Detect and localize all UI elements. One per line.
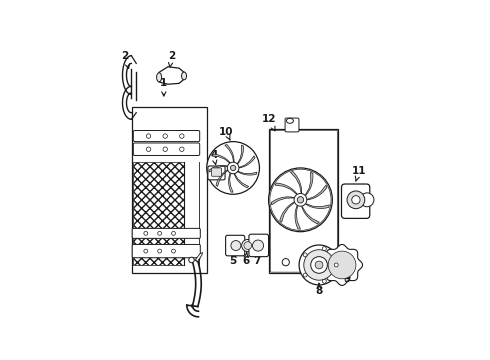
FancyBboxPatch shape [212, 168, 221, 176]
Circle shape [244, 242, 252, 249]
Polygon shape [291, 171, 302, 193]
Polygon shape [307, 185, 327, 200]
Circle shape [328, 251, 356, 279]
Polygon shape [321, 244, 363, 285]
Text: 8: 8 [316, 283, 322, 296]
Circle shape [163, 147, 168, 152]
FancyBboxPatch shape [132, 244, 200, 258]
Circle shape [294, 193, 307, 206]
Polygon shape [237, 145, 244, 164]
Ellipse shape [287, 118, 294, 123]
Text: 2: 2 [122, 51, 129, 68]
Circle shape [269, 168, 332, 232]
Circle shape [158, 249, 162, 253]
Circle shape [144, 231, 147, 235]
Polygon shape [228, 173, 233, 192]
Circle shape [230, 165, 236, 171]
Circle shape [282, 258, 290, 266]
FancyBboxPatch shape [225, 235, 245, 256]
FancyBboxPatch shape [285, 118, 299, 132]
Text: 3: 3 [194, 249, 201, 263]
Circle shape [315, 261, 323, 269]
Polygon shape [271, 197, 294, 205]
Circle shape [180, 134, 184, 138]
Polygon shape [239, 156, 255, 168]
Circle shape [304, 250, 334, 280]
FancyBboxPatch shape [342, 184, 370, 219]
Circle shape [147, 134, 151, 138]
Polygon shape [295, 206, 300, 229]
Text: 7: 7 [253, 253, 261, 266]
Circle shape [322, 247, 326, 251]
Ellipse shape [157, 73, 162, 82]
Circle shape [360, 193, 374, 207]
Circle shape [252, 240, 264, 251]
Ellipse shape [182, 72, 187, 80]
FancyBboxPatch shape [208, 166, 225, 180]
Circle shape [180, 147, 184, 152]
Circle shape [299, 245, 339, 285]
FancyBboxPatch shape [133, 143, 200, 156]
Text: 1: 1 [160, 78, 168, 96]
Circle shape [347, 191, 365, 209]
Circle shape [311, 257, 327, 273]
Bar [133, 162, 184, 265]
Circle shape [163, 134, 168, 138]
Circle shape [147, 147, 151, 152]
FancyBboxPatch shape [249, 234, 269, 257]
Circle shape [322, 279, 326, 283]
Polygon shape [305, 172, 313, 195]
Text: 10: 10 [219, 127, 233, 140]
Polygon shape [238, 171, 257, 175]
Text: 6: 6 [242, 253, 249, 266]
Polygon shape [216, 170, 228, 186]
Polygon shape [234, 174, 249, 188]
Polygon shape [196, 252, 203, 262]
Circle shape [303, 273, 307, 277]
Circle shape [334, 263, 338, 267]
Text: 12: 12 [262, 114, 276, 131]
Circle shape [303, 253, 307, 257]
Circle shape [189, 257, 195, 263]
Polygon shape [275, 183, 297, 194]
Polygon shape [209, 166, 228, 172]
Circle shape [352, 195, 360, 204]
Circle shape [227, 162, 239, 174]
Text: 9: 9 [343, 274, 350, 284]
Circle shape [144, 249, 147, 253]
Circle shape [242, 239, 254, 252]
Bar [132, 107, 207, 273]
Circle shape [207, 141, 259, 194]
Circle shape [297, 197, 304, 203]
Circle shape [158, 231, 162, 235]
Polygon shape [212, 154, 230, 163]
Text: 2: 2 [168, 51, 175, 67]
Text: 5: 5 [229, 253, 237, 266]
Text: 4: 4 [210, 150, 218, 165]
Polygon shape [302, 207, 319, 224]
Circle shape [231, 240, 241, 251]
Polygon shape [225, 144, 234, 162]
Polygon shape [280, 202, 294, 222]
Polygon shape [306, 204, 329, 208]
Circle shape [172, 231, 175, 235]
FancyBboxPatch shape [132, 228, 200, 238]
Circle shape [172, 249, 175, 253]
Polygon shape [159, 67, 184, 84]
FancyBboxPatch shape [133, 131, 200, 141]
Text: 11: 11 [352, 166, 367, 181]
